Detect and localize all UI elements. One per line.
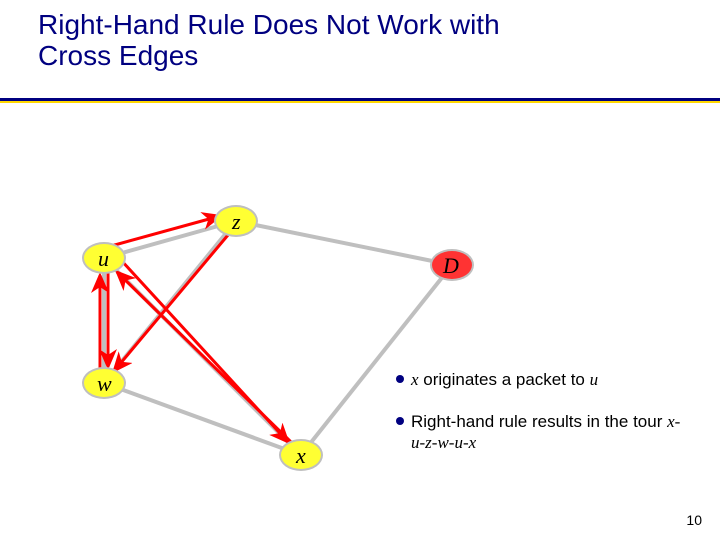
graph-node-label-w: w bbox=[97, 371, 112, 397]
graph-arrow bbox=[120, 259, 288, 442]
graph-edge bbox=[236, 221, 452, 265]
graph-edge bbox=[301, 265, 452, 455]
graph-edge bbox=[104, 383, 301, 455]
graph-node-label-u: u bbox=[98, 246, 109, 272]
graph-node-label-x: x bbox=[296, 443, 306, 469]
graph-node-label-z: z bbox=[232, 209, 241, 235]
graph-arrow bbox=[114, 235, 228, 371]
graph-node-label-D: D bbox=[443, 253, 459, 279]
